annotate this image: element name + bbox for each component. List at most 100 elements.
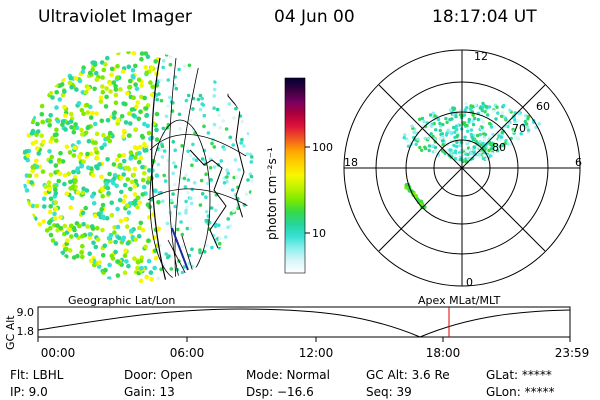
emission-dot <box>100 202 106 208</box>
emission-dot <box>140 227 146 233</box>
emission-dot <box>230 188 235 192</box>
emission-dot <box>129 228 134 234</box>
emission-dot <box>479 117 483 122</box>
emission-dot <box>177 67 181 72</box>
emission-dot <box>224 127 229 131</box>
emission-dot <box>250 179 254 183</box>
emission-dot <box>200 96 204 101</box>
emission-dot <box>87 251 92 256</box>
emission-dot <box>94 111 99 116</box>
emission-dot <box>103 62 108 67</box>
emission-dot <box>118 175 124 181</box>
emission-dot <box>188 118 193 123</box>
emission-dot <box>129 107 135 112</box>
emission-dot <box>109 200 114 205</box>
emission-dot <box>180 232 185 237</box>
emission-dot <box>441 122 445 127</box>
emission-dot <box>54 90 59 95</box>
time-label: 18:17:04 UT <box>432 7 537 27</box>
emission-dot <box>87 235 93 240</box>
emission-dot <box>115 51 121 56</box>
emission-dot <box>213 80 217 84</box>
emission-dot <box>138 155 144 161</box>
emission-dot <box>70 184 76 189</box>
emission-dot <box>86 165 91 170</box>
timeline-right-title: Apex MLat/MLT <box>418 294 501 307</box>
emission-dot <box>200 157 205 161</box>
emission-dot <box>115 224 121 230</box>
emission-dot <box>240 137 244 142</box>
emission-dot <box>204 172 208 176</box>
emission-dot <box>101 132 106 138</box>
emission-dot <box>166 78 171 82</box>
emission-dot <box>72 145 78 150</box>
emission-dot <box>140 192 145 197</box>
emission-dot <box>453 130 457 134</box>
emission-dot <box>35 121 40 127</box>
emission-dot <box>178 127 182 131</box>
emission-dot <box>125 203 130 209</box>
emission-dot <box>116 235 122 241</box>
emission-dot <box>198 203 203 207</box>
emission-dot <box>50 135 55 141</box>
emission-dot <box>471 137 475 142</box>
x-tick-2359: 23:59 <box>555 346 590 360</box>
emission-dot <box>157 92 161 96</box>
emission-dot <box>81 221 86 227</box>
emission-dot <box>448 117 452 122</box>
emission-dot <box>506 142 510 146</box>
emission-dot <box>133 178 139 184</box>
emission-dot <box>165 221 170 226</box>
emission-dot <box>118 162 123 168</box>
emission-dot <box>97 260 102 265</box>
emission-dot <box>200 192 205 196</box>
emission-dot <box>473 103 477 107</box>
emission-dot <box>95 237 101 242</box>
emission-dot <box>526 115 531 119</box>
emission-dot <box>222 181 227 185</box>
emission-dot <box>494 117 498 121</box>
emission-dot <box>69 234 74 239</box>
emission-dot <box>478 132 482 137</box>
emission-dot <box>172 182 177 187</box>
emission-dot <box>80 132 85 137</box>
emission-dot <box>429 132 433 136</box>
emission-dot <box>91 140 96 145</box>
emission-dot <box>242 203 247 207</box>
emission-dot <box>64 246 69 252</box>
emission-dot <box>118 218 124 224</box>
emission-dot <box>48 232 54 238</box>
emission-dot <box>493 125 497 129</box>
date-label: 04 Jun 00 <box>274 7 355 27</box>
emission-dot <box>84 102 90 108</box>
emission-dot <box>189 196 193 200</box>
emission-dot <box>41 139 46 145</box>
emission-dot <box>79 127 84 133</box>
emission-dot <box>163 179 168 183</box>
emission-dot <box>52 211 57 217</box>
emission-dot <box>34 164 40 170</box>
emission-dot <box>488 121 492 126</box>
emission-dot <box>77 78 83 84</box>
emission-dot <box>139 265 144 271</box>
earth-emission-dots <box>22 51 254 283</box>
emission-dot <box>53 241 59 246</box>
emission-dot <box>126 210 132 215</box>
emission-dot <box>462 122 466 126</box>
emission-dot <box>37 222 42 227</box>
emission-dot <box>171 224 176 228</box>
emission-dot <box>48 172 54 178</box>
emission-dot <box>452 125 456 130</box>
emission-dot <box>112 110 117 115</box>
emission-dot <box>81 186 86 191</box>
emission-dot <box>81 159 86 164</box>
emission-dot <box>454 128 459 132</box>
emission-dot <box>202 113 207 118</box>
emission-dot <box>523 119 527 124</box>
emission-dot <box>497 138 502 142</box>
emission-dot <box>164 53 169 57</box>
emission-dot <box>198 107 203 112</box>
emission-dot <box>153 255 159 261</box>
emission-dot <box>34 173 39 178</box>
emission-dot <box>48 113 53 118</box>
